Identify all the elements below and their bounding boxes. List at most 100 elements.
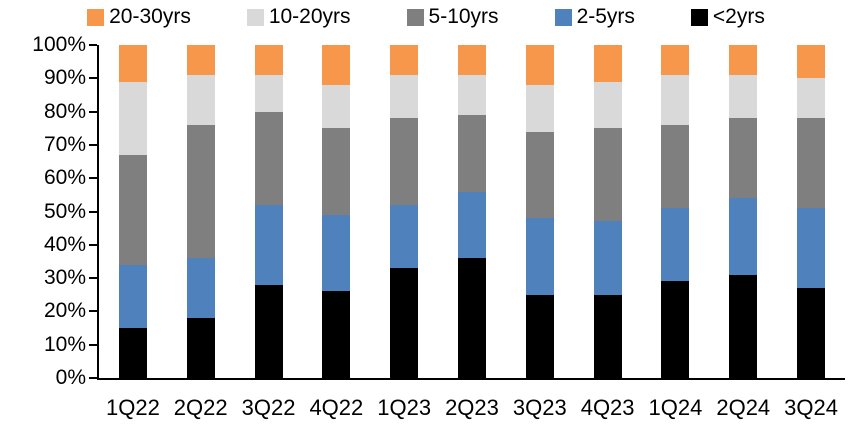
legend-item-2yrs: <2yrs xyxy=(690,5,765,29)
y-tick-mark xyxy=(89,243,97,246)
bar-segment-10-20yrs xyxy=(661,74,690,125)
stacked-bar-1q24 xyxy=(661,45,690,378)
legend-item-20-30yrs: 20-30yrs xyxy=(87,5,191,29)
stacked-bar-4q23 xyxy=(593,45,622,378)
bar-segment-20-30yrs xyxy=(593,45,622,82)
bar-column-3q24 xyxy=(777,45,845,378)
bar-segment-2-5yrs xyxy=(118,264,147,329)
bar-segment-10-20yrs xyxy=(457,74,486,115)
bar-segment-5-10yrs xyxy=(118,154,147,265)
bar-segment-2yrs xyxy=(797,288,826,378)
bar-segment-10-20yrs xyxy=(118,81,147,155)
legend-swatch-2-5yrs-icon xyxy=(554,8,572,26)
y-tick-mark xyxy=(89,377,97,379)
y-tick-label: 70% xyxy=(43,132,86,156)
bar-segment-5-10yrs xyxy=(322,128,351,215)
bar-segment-5-10yrs xyxy=(661,124,690,209)
bar-segment-20-30yrs xyxy=(390,45,419,75)
y-tick-label: 20% xyxy=(43,299,86,323)
bar-column-4q22 xyxy=(302,45,370,378)
legend-item-10-20yrs: 10-20yrs xyxy=(246,5,351,29)
stacked-bar-3q23 xyxy=(525,45,554,378)
bar-segment-20-30yrs xyxy=(525,45,554,85)
y-tick-mark xyxy=(89,44,97,46)
bar-segment-2yrs xyxy=(593,294,622,378)
y-tick-label: 100% xyxy=(32,33,86,56)
bar-segment-10-20yrs xyxy=(593,81,622,129)
stacked-bar-2q24 xyxy=(729,45,758,378)
bar-column-2q23 xyxy=(438,45,506,378)
x-category-label-2q23: 2Q23 xyxy=(445,395,499,420)
stacked-bar-4q22 xyxy=(322,45,351,378)
legend-label: 5-10yrs xyxy=(428,5,499,28)
bar-segment-10-20yrs xyxy=(729,74,758,119)
bar-segment-2yrs xyxy=(322,291,351,378)
bar-segment-5-10yrs xyxy=(729,118,758,199)
bar-segment-5-10yrs xyxy=(797,118,826,209)
y-tick-label: 0% xyxy=(55,366,86,389)
bar-segment-10-20yrs xyxy=(390,74,419,119)
bar-segment-20-30yrs xyxy=(729,45,758,75)
stacked-bar-2q22 xyxy=(186,45,215,378)
bar-column-3q22 xyxy=(235,45,303,378)
bar-segment-5-10yrs xyxy=(390,118,419,205)
bar-segment-20-30yrs xyxy=(186,45,215,75)
bar-segment-2yrs xyxy=(254,284,283,378)
legend-swatch-10-20yrs-icon xyxy=(246,8,264,26)
bar-column-3q23 xyxy=(506,45,574,378)
y-tick-mark xyxy=(89,143,97,146)
x-category-label-3q22: 3Q22 xyxy=(241,395,296,420)
stacked-bar-1q23 xyxy=(390,45,419,378)
x-category-label-4q23: 4Q23 xyxy=(580,395,635,420)
y-tick-label: 10% xyxy=(43,332,86,356)
bar-segment-2yrs xyxy=(390,268,419,378)
bar-segment-2-5yrs xyxy=(729,198,758,275)
y-tick-label: 50% xyxy=(43,199,86,223)
y-tick-label: 90% xyxy=(43,66,86,90)
y-tick-mark xyxy=(89,77,97,80)
bar-segment-5-10yrs xyxy=(457,114,486,192)
bar-segment-2-5yrs xyxy=(390,204,419,269)
x-category-label-2q24: 2Q24 xyxy=(716,395,771,420)
bar-column-1q22 xyxy=(99,45,167,378)
legend-label: 10-20yrs xyxy=(268,5,351,28)
bar-segment-2-5yrs xyxy=(457,191,486,259)
bar-segment-2-5yrs xyxy=(322,214,351,292)
x-category-label-3q24: 3Q24 xyxy=(784,395,838,420)
bar-segment-20-30yrs xyxy=(254,45,283,75)
legend-swatch-2yrs-icon xyxy=(690,8,708,26)
y-tick-mark xyxy=(89,343,97,346)
bar-segment-2-5yrs xyxy=(797,208,826,289)
chart-legend: 20-30yrs 10-20yrs 5-10yrs 2-5yrs <2yrs xyxy=(0,5,852,29)
x-category-label-3q23: 3Q23 xyxy=(512,395,567,420)
bar-segment-20-30yrs xyxy=(797,45,826,79)
y-tick-mark xyxy=(89,110,97,113)
bar-segment-20-30yrs xyxy=(118,45,147,82)
bar-segment-20-30yrs xyxy=(322,45,351,85)
y-tick-mark xyxy=(89,210,97,213)
bar-segment-5-10yrs xyxy=(186,124,215,259)
bar-segment-2yrs xyxy=(525,294,554,378)
bar-segment-2yrs xyxy=(661,281,690,378)
x-category-label-2q22: 2Q22 xyxy=(173,395,228,420)
bar-segment-20-30yrs xyxy=(661,45,690,75)
y-tick-mark xyxy=(89,310,97,313)
y-tick-label: 60% xyxy=(43,166,86,190)
x-category-label-1q23: 1Q23 xyxy=(377,395,432,420)
bar-segment-2-5yrs xyxy=(254,204,283,285)
bar-segment-10-20yrs xyxy=(525,84,554,132)
bar-segment-10-20yrs xyxy=(186,74,215,125)
y-tick-mark xyxy=(89,277,97,280)
stacked-bar-3q22 xyxy=(254,45,283,378)
bar-segment-2yrs xyxy=(118,328,147,378)
legend-item-2-5yrs: 2-5yrs xyxy=(554,5,635,29)
bar-segment-20-30yrs xyxy=(457,45,486,75)
bar-segment-5-10yrs xyxy=(525,131,554,219)
bar-segment-2-5yrs xyxy=(525,218,554,295)
legend-swatch-5-10yrs-icon xyxy=(406,8,424,26)
bar-segment-10-20yrs xyxy=(797,78,826,119)
bar-segment-2yrs xyxy=(186,318,215,378)
bar-segment-10-20yrs xyxy=(254,74,283,112)
x-category-label-1q22: 1Q22 xyxy=(105,395,160,420)
